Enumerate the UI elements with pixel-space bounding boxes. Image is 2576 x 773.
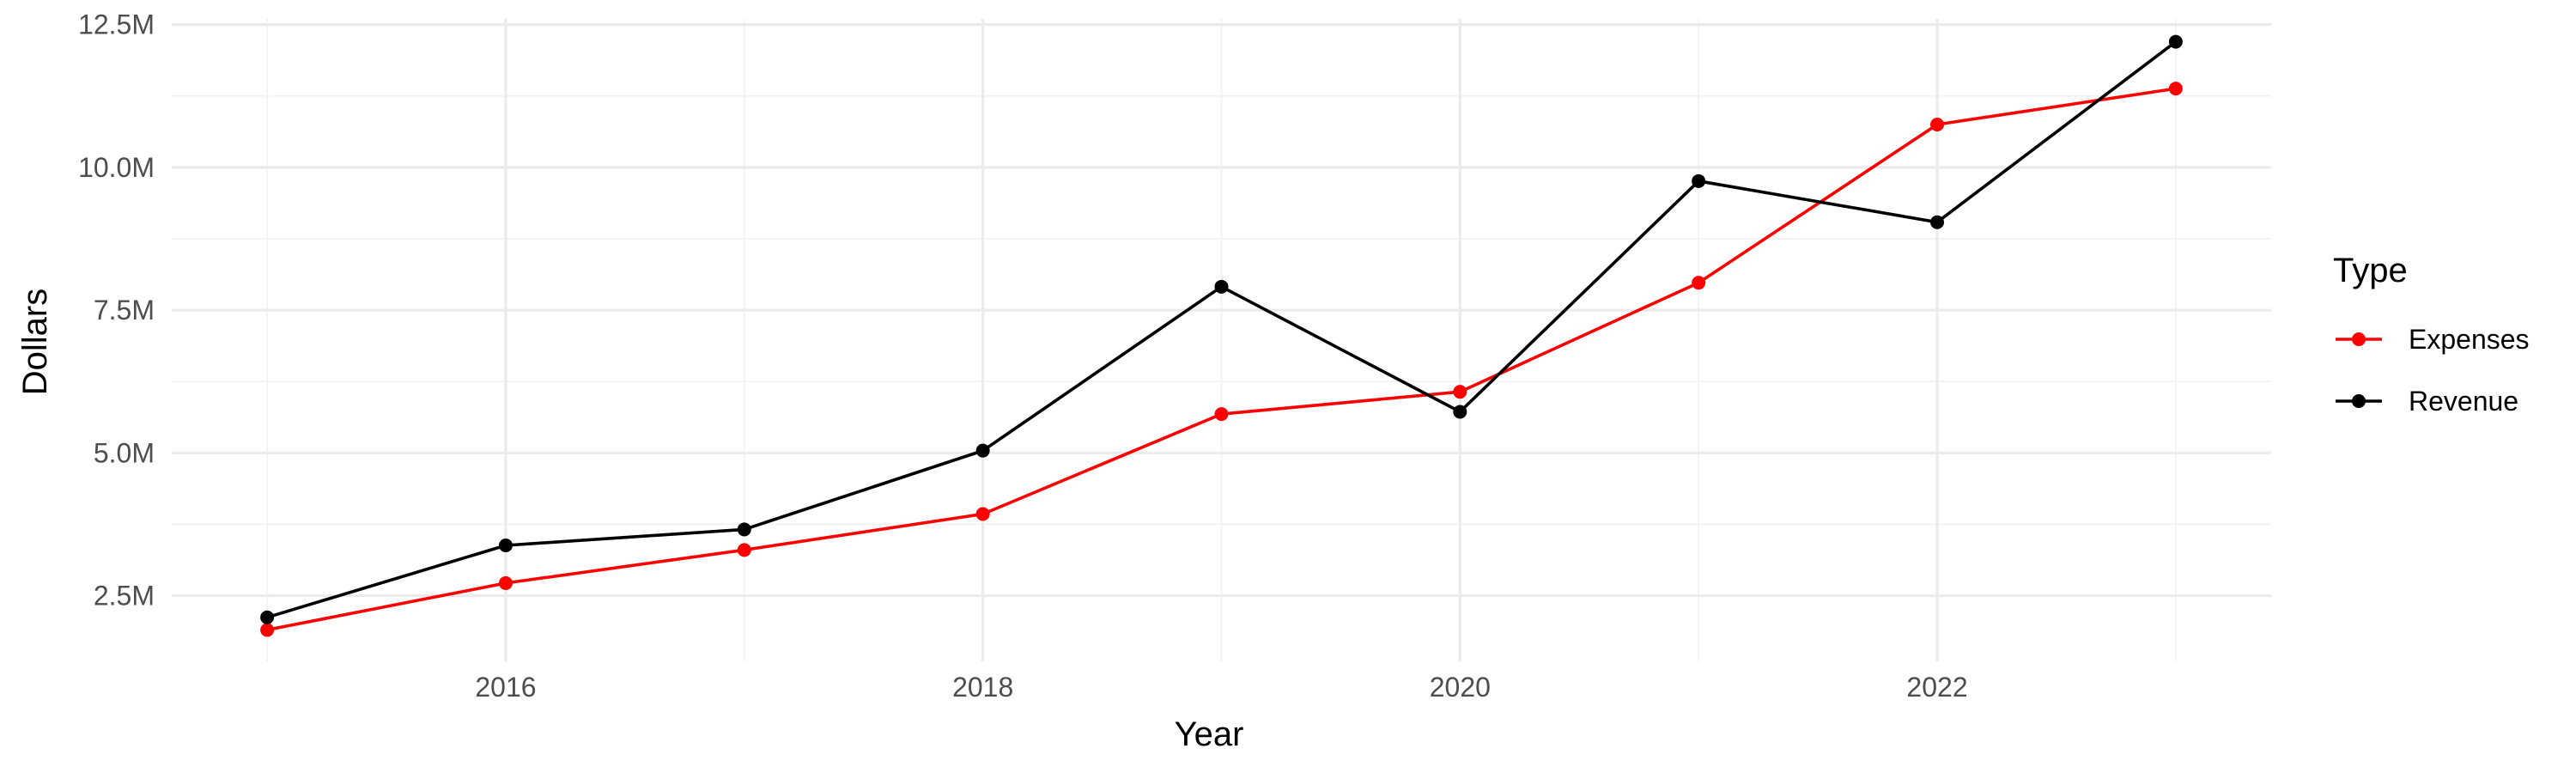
expenses-point [498,575,513,590]
legend-title: Type [2333,252,2408,289]
expenses-point [1692,276,1706,290]
x-tick-label: 2022 [1906,672,1967,703]
expenses-point [1453,385,1467,399]
y-tick-label: 10.0M [78,152,155,183]
x-axis-ticks: 2016 2018 2020 2022 [475,672,1967,703]
revenue-legend-marker [2352,394,2366,408]
grid-lines [172,19,2271,661]
x-tick-label: 2018 [952,672,1013,703]
revenue-legend-label: Revenue [2409,386,2518,417]
expenses-point [1214,407,1229,422]
expenses-point [737,543,751,557]
y-axis-ticks: 2.5M 5.0M 7.5M 10.0M 12.5M [78,9,155,612]
revenue-point [1692,173,1706,188]
expenses-point [975,507,990,521]
y-tick-label: 2.5M [94,581,155,612]
x-tick-label: 2016 [475,672,536,703]
revenue-point [260,610,275,624]
expenses-point [2168,82,2183,96]
legend: Type Expenses Revenue [2333,252,2530,417]
y-axis-title: Dollars [16,289,54,395]
revenue-point [1453,405,1467,419]
y-tick-label: 7.5M [94,295,155,326]
expenses-point [260,623,275,637]
expenses-legend-marker [2352,332,2366,346]
revenue-point [975,443,990,458]
revenue-point [1214,279,1229,294]
revenue-point [737,522,751,537]
x-axis-title: Year [1175,715,1244,753]
expenses-legend-label: Expenses [2409,324,2530,355]
revenue-point [498,539,513,553]
expenses-point [1930,118,1945,132]
revenue-point [1930,215,1945,229]
y-tick-label: 12.5M [78,9,155,40]
y-tick-label: 5.0M [94,437,155,468]
series-layer [260,34,2183,637]
revenue-point [2168,34,2183,49]
x-tick-label: 2020 [1430,672,1491,703]
